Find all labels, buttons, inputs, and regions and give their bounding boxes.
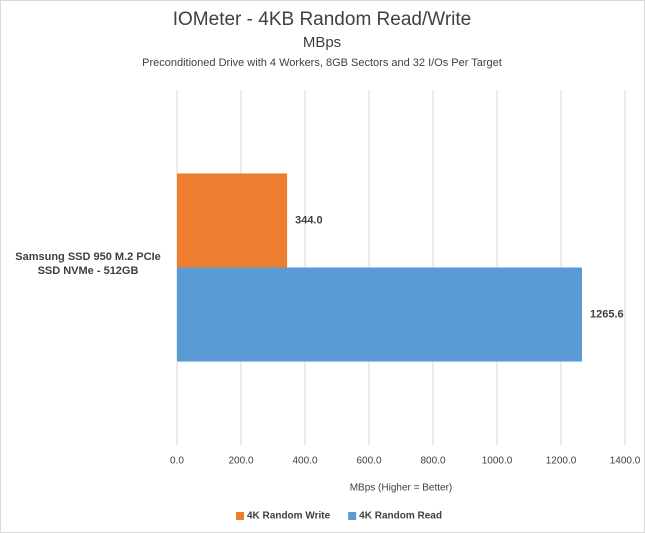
- legend-label: 4K Random Write: [247, 511, 331, 522]
- bar: [177, 267, 582, 362]
- legend-swatch: [348, 512, 357, 520]
- x-tick-label: 800.0: [420, 456, 445, 467]
- x-tick-label: 1000.0: [482, 456, 513, 467]
- value-label: 1265.6: [590, 308, 624, 320]
- x-tick-label: 400.0: [292, 456, 317, 467]
- chart-title: IOMeter - 4KB Random Read/Write: [173, 9, 471, 30]
- value-label: 344.0: [295, 214, 323, 226]
- bar: [177, 173, 288, 268]
- x-tick-label: 200.0: [228, 456, 253, 467]
- x-axis-label: MBps (Higher = Better): [350, 483, 453, 494]
- x-tick-label: 1200.0: [546, 456, 577, 467]
- category-label: Samsung SSD 950 M.2 PCIe SSD NVMe - 512G…: [15, 251, 161, 277]
- legend-label: 4K Random Read: [359, 511, 442, 522]
- chart-subtitle: MBps: [303, 34, 341, 51]
- x-tick-label: 1400.0: [610, 456, 641, 467]
- legend-swatch: [236, 512, 244, 520]
- x-tick-label: 600.0: [356, 456, 381, 467]
- x-tick-label: 0.0: [170, 456, 184, 467]
- chart-subtitle: Preconditioned Drive with 4 Workers, 8GB…: [142, 57, 502, 69]
